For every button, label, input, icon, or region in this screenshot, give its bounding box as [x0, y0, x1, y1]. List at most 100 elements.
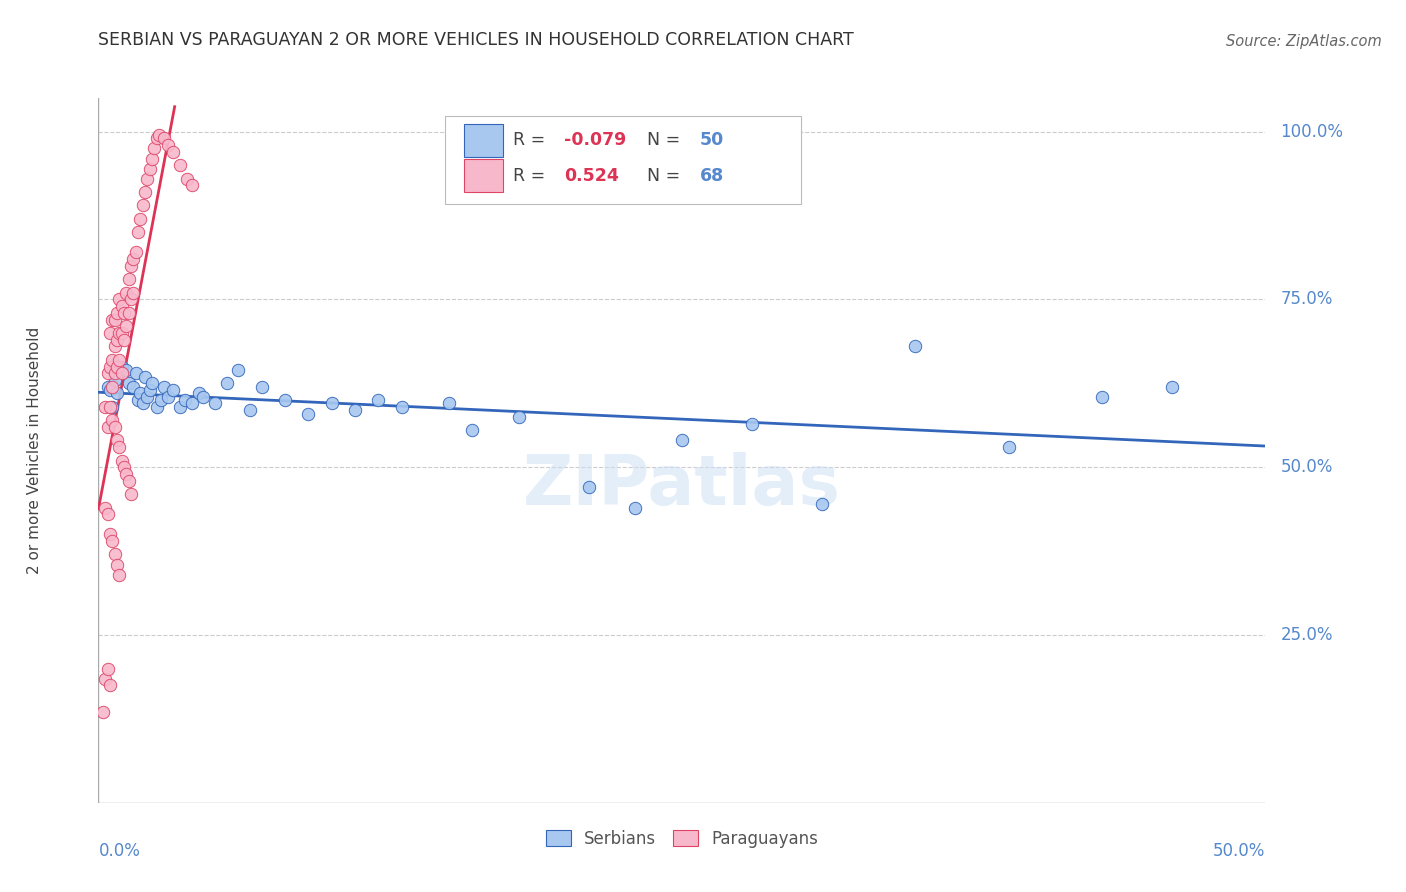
Text: 0.524: 0.524 [564, 167, 619, 185]
Point [741, 417, 763, 431]
Point [98, 400, 121, 414]
Point [101, 380, 124, 394]
Point [97, 507, 120, 521]
Point [180, 178, 202, 193]
Point [111, 366, 134, 380]
Point [321, 396, 343, 410]
Point [129, 211, 152, 226]
Point [101, 312, 124, 326]
Point [118, 306, 141, 320]
Point [111, 453, 134, 467]
Point [437, 396, 460, 410]
Point [173, 393, 195, 408]
Text: Source: ZipAtlas.com: Source: ZipAtlas.com [1226, 34, 1382, 49]
Point [391, 400, 413, 414]
Point [157, 138, 180, 153]
Point [146, 400, 169, 414]
Point [152, 131, 174, 145]
Point [1091, 390, 1114, 404]
Point [136, 171, 159, 186]
Text: -0.079: -0.079 [564, 131, 626, 149]
Point [624, 500, 647, 515]
FancyBboxPatch shape [464, 124, 503, 157]
Point [157, 390, 180, 404]
Point [134, 185, 156, 199]
Text: R =: R = [513, 131, 550, 149]
Text: 50: 50 [699, 131, 724, 149]
Point [112, 460, 135, 475]
Point [104, 339, 127, 353]
Point [101, 400, 124, 414]
Point [297, 407, 319, 421]
Text: 75.0%: 75.0% [1281, 291, 1333, 309]
Point [115, 319, 138, 334]
Point [112, 306, 135, 320]
Point [344, 403, 367, 417]
Point [111, 326, 134, 340]
Point [143, 141, 166, 155]
Point [274, 393, 297, 408]
Point [115, 363, 138, 377]
Point [94, 500, 117, 515]
Point [508, 409, 530, 424]
Text: 50.0%: 50.0% [1213, 841, 1265, 860]
Text: 68: 68 [699, 167, 724, 185]
Point [125, 366, 148, 380]
Text: 2 or more Vehicles in Household: 2 or more Vehicles in Household [27, 326, 42, 574]
Point [122, 285, 145, 300]
Point [97, 366, 120, 380]
Text: R =: R = [513, 167, 550, 185]
Text: 50.0%: 50.0% [1281, 458, 1333, 476]
Text: 0.0%: 0.0% [98, 841, 141, 860]
Point [118, 272, 141, 286]
Point [108, 440, 131, 454]
Point [101, 413, 124, 427]
Text: N =: N = [647, 167, 686, 185]
Point [122, 252, 145, 267]
Point [215, 376, 238, 391]
Point [120, 259, 142, 273]
Legend: Serbians, Paraguayans: Serbians, Paraguayans [538, 823, 825, 855]
Text: 25.0%: 25.0% [1281, 626, 1333, 644]
Point [228, 363, 250, 377]
Point [162, 145, 184, 159]
Point [1161, 380, 1184, 394]
Point [94, 400, 117, 414]
Point [115, 285, 138, 300]
Text: N =: N = [647, 131, 686, 149]
Point [162, 383, 184, 397]
Point [104, 548, 127, 562]
Point [193, 390, 215, 404]
Text: ZIPatlas: ZIPatlas [523, 452, 841, 519]
Point [122, 380, 145, 394]
Point [104, 312, 127, 326]
Point [461, 423, 484, 437]
Point [101, 352, 124, 367]
Point [108, 326, 131, 340]
Point [204, 396, 226, 410]
Point [141, 376, 163, 391]
Point [148, 128, 170, 142]
Point [250, 380, 273, 394]
Point [134, 369, 156, 384]
Point [136, 390, 159, 404]
Point [105, 386, 128, 401]
Point [169, 158, 191, 172]
Point [176, 171, 198, 186]
Point [169, 400, 191, 414]
Point [811, 497, 834, 511]
Point [125, 245, 148, 260]
Point [108, 567, 131, 582]
FancyBboxPatch shape [464, 160, 503, 192]
Point [115, 467, 138, 481]
Point [104, 420, 127, 434]
Point [997, 440, 1019, 454]
Point [127, 225, 149, 239]
Point [187, 386, 209, 401]
Point [118, 474, 141, 488]
Point [146, 131, 169, 145]
Point [101, 534, 124, 549]
Point [98, 326, 121, 340]
Point [111, 299, 134, 313]
Point [132, 198, 155, 212]
